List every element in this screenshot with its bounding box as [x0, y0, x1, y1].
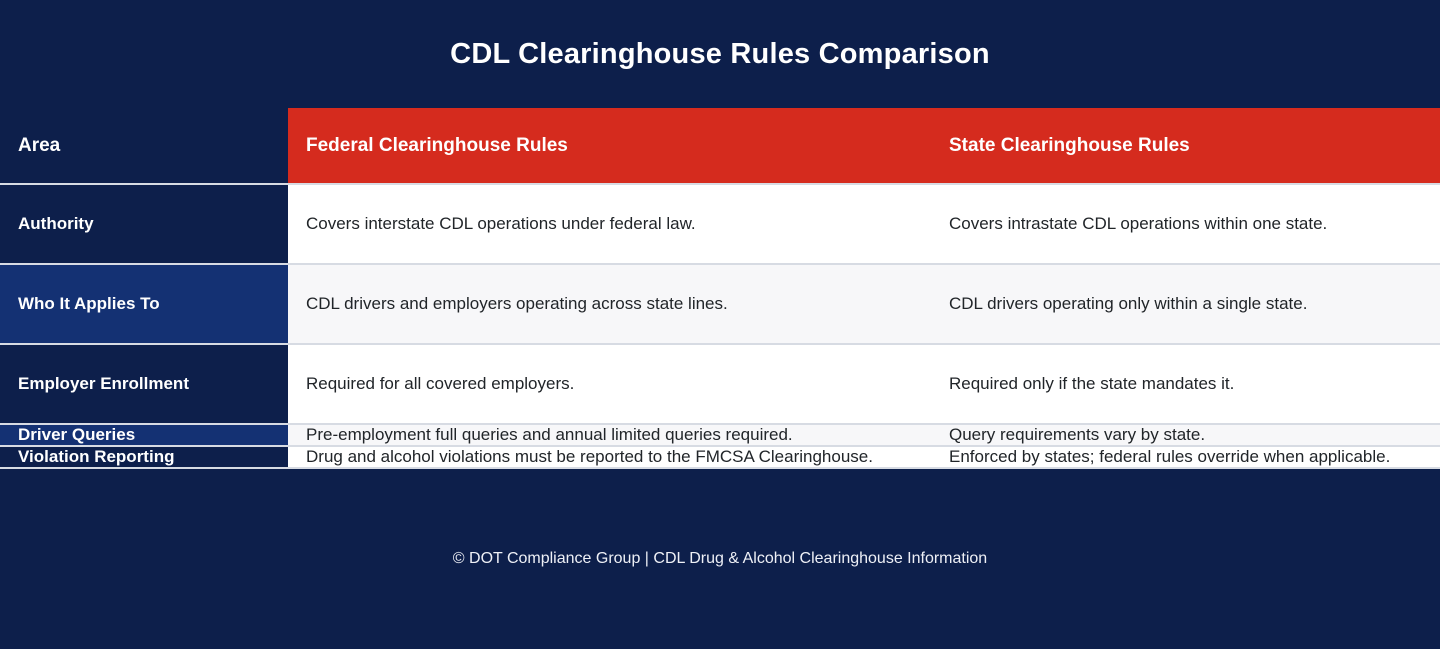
- column-header-federal: Federal Clearinghouse Rules: [288, 108, 931, 183]
- federal-cell: Required for all covered employers.: [288, 345, 931, 423]
- table-row-driver-queries: Driver Queries Pre-employment full queri…: [0, 425, 1440, 447]
- federal-cell: Drug and alcohol violations must be repo…: [288, 447, 931, 467]
- row-label: Violation Reporting: [0, 447, 288, 467]
- state-cell: Covers intrastate CDL operations within …: [931, 185, 1440, 263]
- state-cell: Query requirements vary by state.: [931, 425, 1440, 445]
- federal-cell: Covers interstate CDL operations under f…: [288, 185, 931, 263]
- row-label: Employer Enrollment: [0, 345, 288, 423]
- title-bar: CDL Clearinghouse Rules Comparison: [0, 0, 1440, 108]
- federal-cell: CDL drivers and employers operating acro…: [288, 265, 931, 343]
- table-header-row: Area Federal Clearinghouse Rules State C…: [0, 108, 1440, 185]
- table-row-authority: Authority Covers interstate CDL operatio…: [0, 185, 1440, 265]
- row-label: Who It Applies To: [0, 265, 288, 343]
- column-header-state: State Clearinghouse Rules: [931, 108, 1440, 183]
- row-label: Authority: [0, 185, 288, 263]
- state-cell: Required only if the state mandates it.: [931, 345, 1440, 423]
- page-title: CDL Clearinghouse Rules Comparison: [450, 37, 990, 70]
- table-row-who-it-applies-to: Who It Applies To CDL drivers and employ…: [0, 265, 1440, 345]
- federal-cell: Pre-employment full queries and annual l…: [288, 425, 931, 445]
- footer-text: © DOT Compliance Group | CDL Drug & Alco…: [452, 550, 988, 567]
- column-header-area: Area: [0, 108, 288, 183]
- state-cell: Enforced by states; federal rules overri…: [931, 447, 1440, 467]
- table-row-employer-enrollment: Employer Enrollment Required for all cov…: [0, 345, 1440, 425]
- footer: © DOT Compliance Group | CDL Drug & Alco…: [0, 469, 1440, 649]
- table-row-violation-reporting: Violation Reporting Drug and alcohol vio…: [0, 447, 1440, 469]
- row-label: Driver Queries: [0, 425, 288, 445]
- state-cell: CDL drivers operating only within a sing…: [931, 265, 1440, 343]
